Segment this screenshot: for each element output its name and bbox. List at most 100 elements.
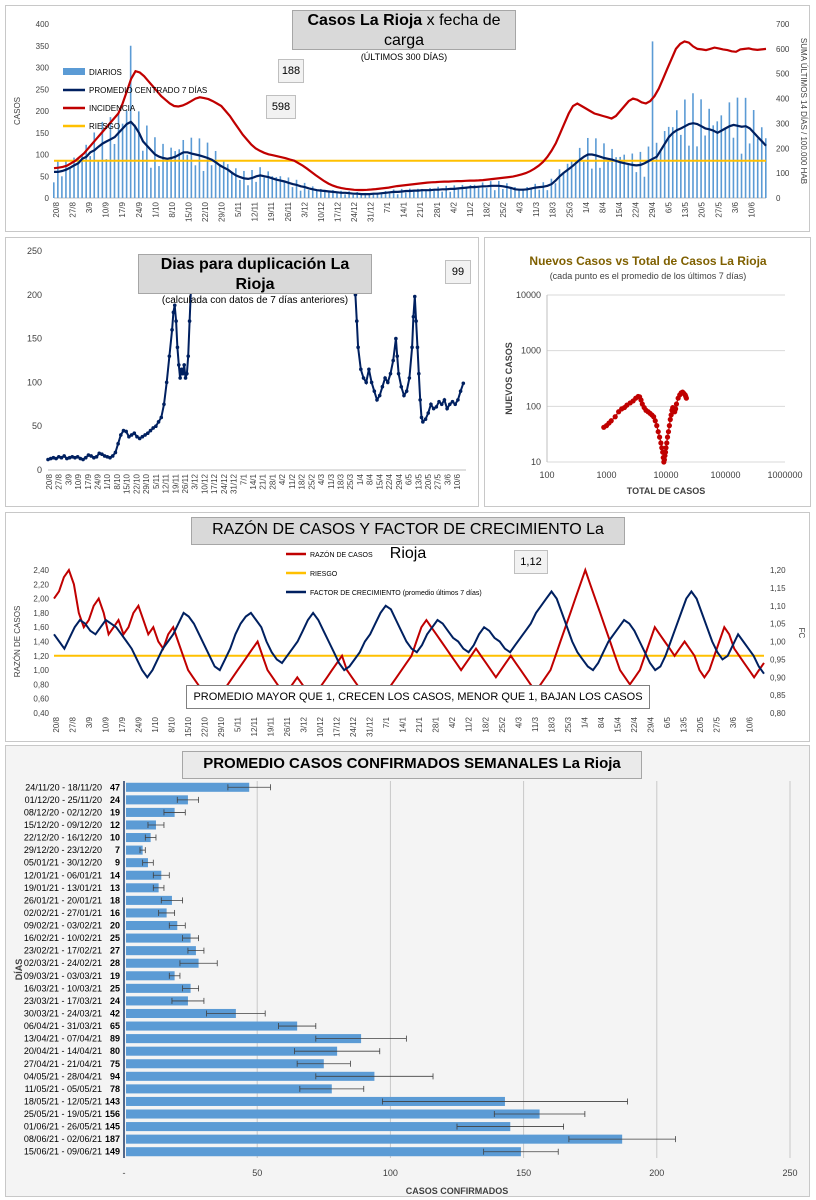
dup-xtick: 19/11: [171, 473, 180, 493]
razon-xtick: 11/2: [465, 716, 474, 732]
dup-point: [108, 455, 112, 460]
semanal-bar: [126, 795, 188, 805]
semanal-xtick: 100: [383, 1168, 398, 1178]
casos-daily-bar: [170, 147, 172, 198]
semanal-category-label: 09/02/21 - 03/02/21: [24, 921, 102, 931]
semanal-xtick: 150: [516, 1168, 531, 1178]
razon-xtick: 25/3: [564, 716, 573, 732]
razon-xtick: 6/5: [663, 716, 672, 728]
casos-daily-bar: [587, 137, 589, 198]
casos-daily-bar: [667, 126, 670, 198]
semanal-category-label: 06/04/21 - 31/03/21: [24, 1021, 102, 1031]
dup-point: [412, 294, 417, 299]
casos-daily-bar: [93, 132, 96, 198]
semanal-value-label: 19: [110, 807, 120, 817]
casos-xtick: 28/1: [433, 201, 442, 217]
casos-daily-bar: [226, 164, 229, 198]
semanal-value-label: 25: [110, 933, 120, 943]
casos-daily-bar: [158, 166, 160, 198]
casos-daily-bar: [174, 151, 176, 198]
casos-legend-label: PROMEDIO CENTRADO 7 DÍAS: [89, 86, 207, 95]
dup-point: [391, 358, 395, 363]
casos-daily-bar: [352, 194, 354, 198]
casos-xtick: 31/12: [367, 201, 376, 222]
semanal-category-label: 02/03/21 - 24/02/21: [24, 958, 102, 968]
dup-xtick: 10/6: [453, 473, 462, 489]
casos-daily-bar: [198, 138, 201, 198]
semanal-value-label: 145: [105, 1122, 120, 1132]
casos-daily-bar: [514, 187, 516, 198]
dup-xtick: 29/4: [395, 473, 404, 489]
razon-ytick: 2,20: [33, 580, 49, 589]
dup-point: [54, 456, 58, 461]
dup-point: [399, 384, 404, 389]
casos-daily-bar: [465, 186, 468, 198]
semanal-bar: [126, 946, 196, 956]
semanal-value-label: 143: [105, 1096, 120, 1106]
semanal-category-label: 30/03/21 - 24/03/21: [24, 1008, 102, 1018]
semanal-category-label: 05/01/21 - 30/12/20: [24, 858, 102, 868]
semanal-ylabel: DÍAS: [14, 959, 24, 981]
dup-point: [439, 402, 444, 407]
razon-ytick: 1,00: [33, 666, 49, 675]
casos-daily-bar: [453, 185, 456, 198]
dup-point: [176, 363, 181, 367]
dup-point: [174, 319, 178, 323]
casos-daily-bar: [364, 192, 367, 198]
dup-xtick: 15/4: [375, 473, 384, 489]
semanal-category-label: 01/12/20 - 25/11/20: [25, 795, 102, 805]
casos-daily-bar: [562, 171, 565, 198]
casos-daily-bar: [61, 176, 63, 198]
razon-xtick: 22/10: [201, 716, 210, 737]
razon-xtick: 10/12: [316, 716, 325, 737]
casos-xtick: 26/11: [284, 201, 293, 221]
casos-ylabel: CASOS: [13, 97, 22, 125]
razon-ytick-right: 0,85: [770, 691, 786, 700]
casos-daily-bar: [538, 189, 541, 198]
scatter-ytick: 10: [531, 457, 541, 467]
scatter-subtitle: (cada punto es el promedio de los último…: [550, 271, 747, 281]
semanal-value-label: 27: [110, 946, 120, 956]
semanal-bar: [126, 920, 178, 931]
casos-daily-bar: [356, 192, 359, 198]
casos-xtick: 10/9: [102, 201, 111, 217]
dup-point: [461, 381, 466, 386]
casos-daily-bar: [744, 97, 747, 198]
casos-xtick: 13/5: [681, 201, 690, 217]
casos-daily-bar: [732, 137, 735, 198]
dup-ytick: 0: [37, 465, 42, 475]
casos-daily-bar: [210, 165, 213, 198]
semanal-category-label: 15/12/20 - 09/12/20: [24, 820, 102, 830]
semanal-bar: [126, 870, 162, 880]
razon-ylabel: RAZÓN DE CASOS: [13, 606, 22, 678]
casos-callout-incidencia: 598: [266, 95, 296, 119]
semanal-value-label: 89: [110, 1034, 120, 1044]
dup-point: [83, 455, 88, 460]
dup-point: [445, 406, 449, 411]
casos-xtick: 3/12: [300, 201, 309, 217]
casos-daily-bar: [154, 137, 156, 198]
casos-daily-bar: [457, 189, 460, 198]
razon-ytick: 0,40: [33, 709, 49, 718]
dup-xtick: 22/4: [385, 473, 394, 489]
dup-point: [171, 310, 176, 315]
duplicacion-callout: 99: [445, 260, 471, 284]
dup-point: [124, 429, 129, 434]
razon-ytick-right: 1,15: [770, 584, 786, 593]
semanal-value-label: 16: [110, 908, 120, 918]
razon-xtick: 3/6: [729, 716, 738, 728]
dup-ytick: 50: [32, 421, 42, 431]
dup-point: [75, 455, 80, 459]
dup-point: [434, 405, 439, 409]
casos-daily-bar: [692, 93, 694, 198]
casos-xtick: 15/4: [615, 201, 624, 217]
casos-xtick: 25/2: [499, 201, 508, 217]
scatter-point: [683, 395, 689, 401]
casos-daily-bar: [186, 154, 189, 198]
scatter-ytick: 100: [526, 401, 541, 411]
dup-point: [116, 441, 120, 446]
razon-xtick: 3/9: [85, 716, 94, 728]
semanal-xtick: 50: [252, 1168, 262, 1178]
semanal-category-label: 20/04/21 - 14/04/21: [24, 1046, 102, 1056]
casos-daily-bar: [53, 182, 55, 198]
